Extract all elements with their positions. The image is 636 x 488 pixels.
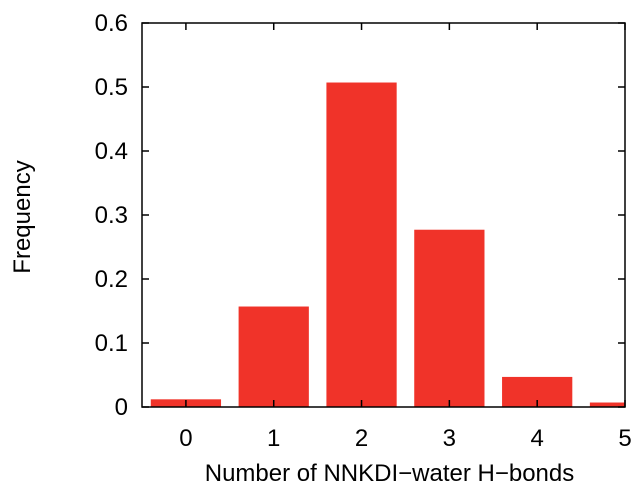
bar-3 (414, 229, 485, 407)
x-axis-label: Number of NNKDI−water H−bonds (205, 460, 575, 487)
bar-5 (589, 402, 625, 407)
y-tick-label-0.1: 0.1 (95, 330, 128, 357)
x-tick-label-1: 1 (267, 425, 280, 452)
bars-group (150, 82, 625, 407)
y-tick-label-0.5: 0.5 (95, 74, 128, 101)
x-tick-label-4: 4 (531, 425, 544, 452)
y-tick-label-0.3: 0.3 (95, 202, 128, 229)
x-tick-label-2: 2 (355, 425, 368, 452)
x-tick-label-0: 0 (179, 425, 192, 452)
x-tick-labels: 0 1 2 3 4 5 (179, 425, 631, 452)
x-tick-label-5: 5 (618, 425, 631, 452)
bar-2 (326, 82, 397, 407)
y-tick-label-0.4: 0.4 (95, 138, 128, 165)
x-tick-label-3: 3 (443, 425, 456, 452)
y-tick-label-0.6: 0.6 (95, 10, 128, 37)
y-tick-labels: 0 0.1 0.2 0.3 0.4 0.5 0.6 (95, 10, 128, 421)
bar-1 (238, 306, 309, 407)
plot-frame (141, 22, 626, 408)
y-axis-label: Frequency (9, 160, 36, 273)
y-tick-label-0: 0 (115, 394, 128, 421)
y-tick-label-0.2: 0.2 (95, 266, 128, 293)
